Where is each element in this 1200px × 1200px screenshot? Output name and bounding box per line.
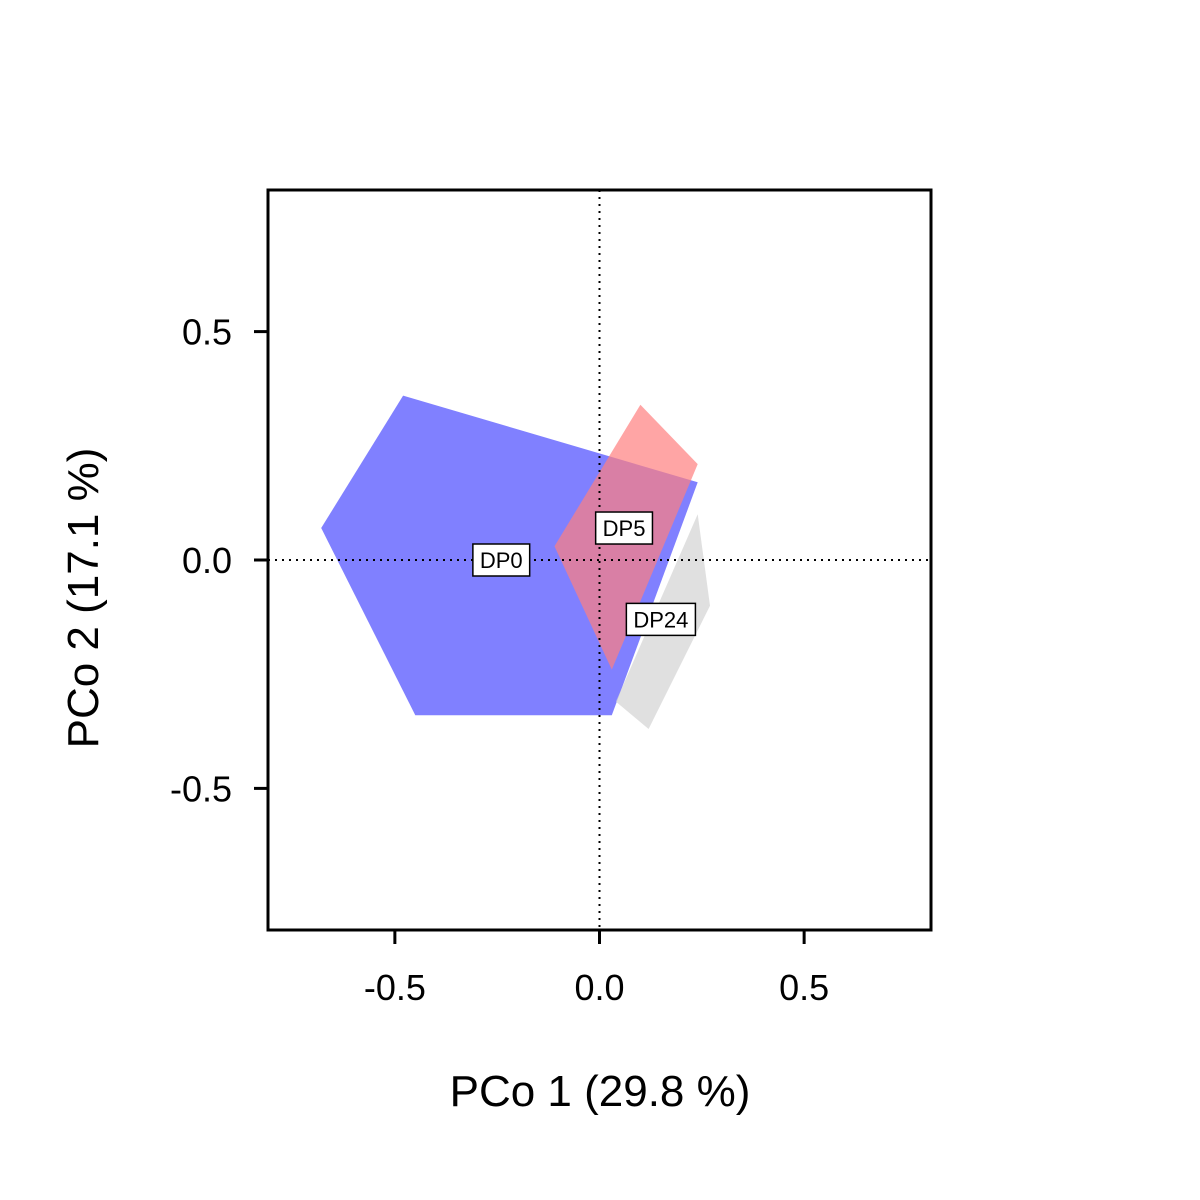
x-tick-label: 0.0 xyxy=(574,967,624,1008)
label-text-dp5: DP5 xyxy=(603,516,646,541)
label-dp24: DP24 xyxy=(625,602,697,637)
x-axis: -0.5 0.0 0.5 xyxy=(364,930,829,1008)
label-dp0: DP0 xyxy=(472,543,531,577)
y-axis-title: PCo 2 (17.1 %) xyxy=(59,448,108,749)
x-tick-label: -0.5 xyxy=(364,967,426,1008)
label-box-dp5 xyxy=(594,511,654,545)
label-box-dp24 xyxy=(625,602,697,637)
label-box-dp0 xyxy=(472,543,531,577)
label-text-dp0: DP0 xyxy=(480,548,523,573)
x-tick-label: 0.5 xyxy=(779,967,829,1008)
x-axis-title: PCo 1 (29.8 %) xyxy=(450,1067,751,1116)
y-axis: -0.5 0.0 0.5 xyxy=(170,312,268,809)
group-labels: DP0 DP5 DP24 xyxy=(472,511,697,637)
y-tick-label: -0.5 xyxy=(170,768,232,809)
label-dp5: DP5 xyxy=(594,511,654,545)
y-tick-label: 0.0 xyxy=(182,540,232,581)
y-tick-label: 0.5 xyxy=(182,312,232,353)
label-text-dp24: DP24 xyxy=(633,607,688,632)
